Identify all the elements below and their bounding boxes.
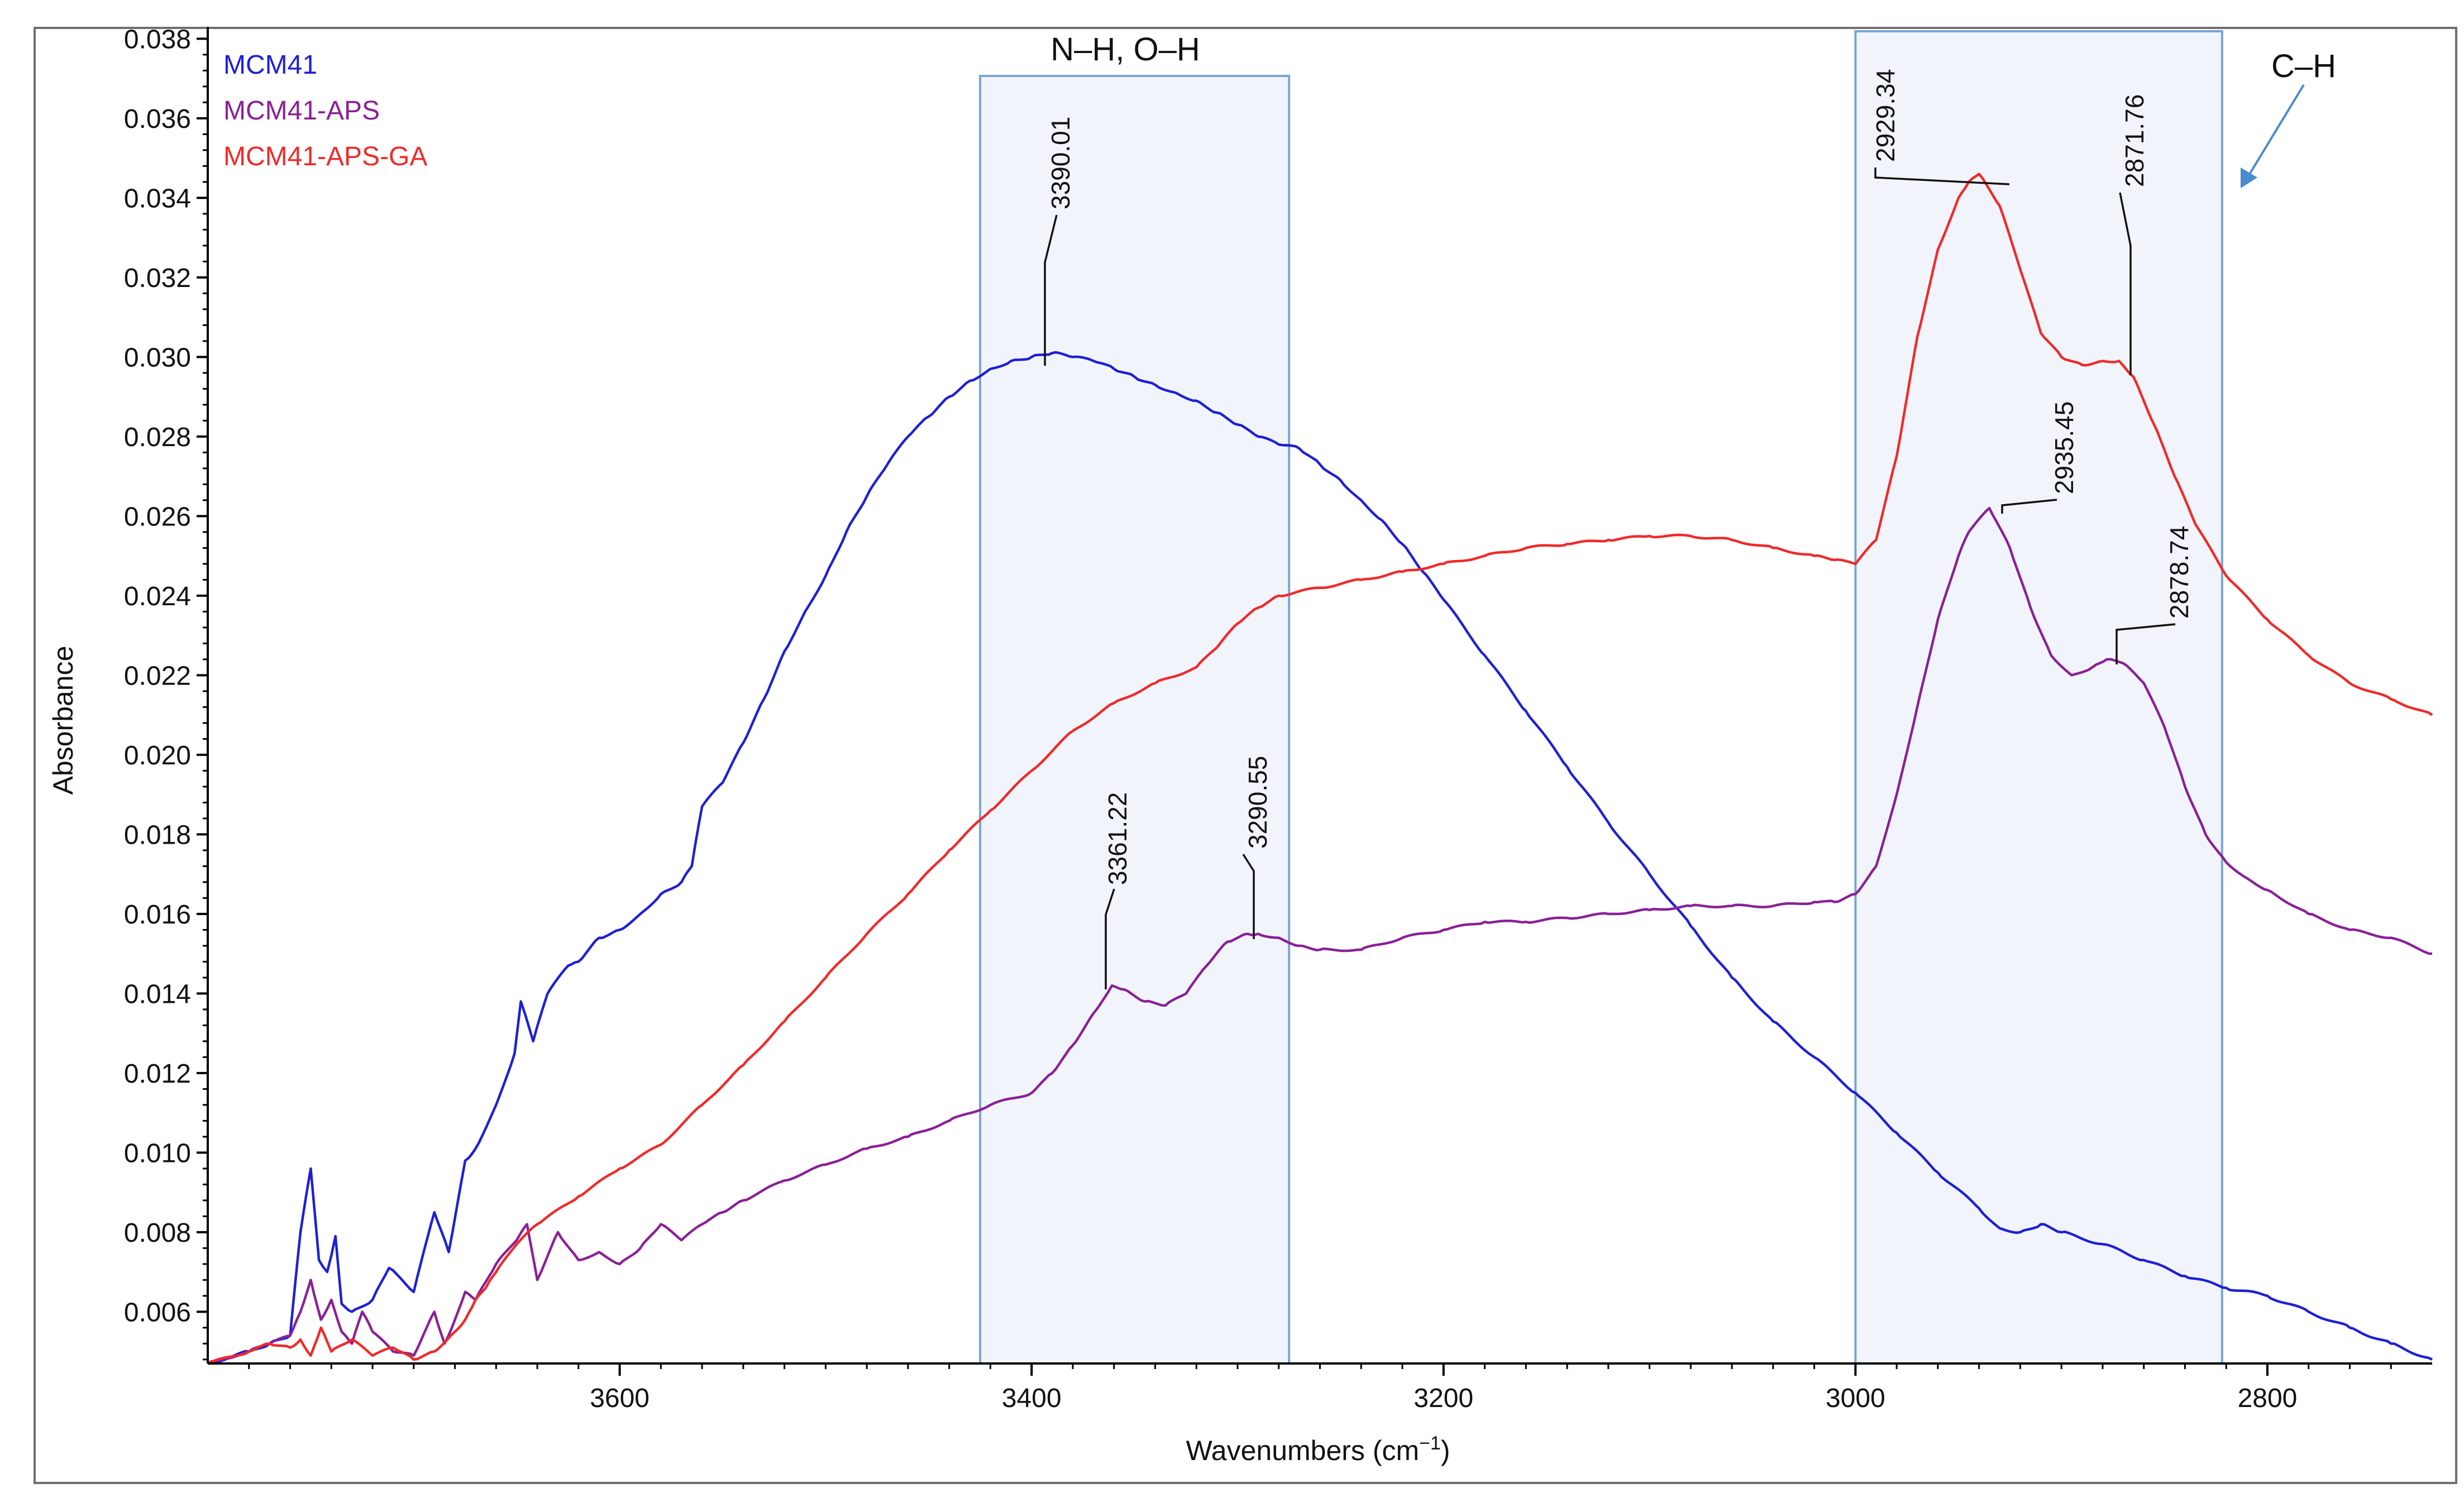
y-tick-label: 0.006 (124, 1298, 191, 1327)
x-tick-label: 3400 (1002, 1384, 1062, 1413)
peak-leader-line (1044, 214, 1058, 366)
x-axis-title-main: Wavenumbers (cm (1186, 1435, 1419, 1466)
y-tick-label: 0.028 (124, 423, 191, 452)
peak-label: 2871.76 (2120, 94, 2149, 187)
x-tick-label: 3200 (1414, 1384, 1473, 1413)
series-line-mcm41-aps (207, 506, 2433, 1365)
ch-arrow-line (2244, 84, 2305, 183)
peak-label: 3390.01 (1046, 117, 1075, 209)
y-tick-label: 0.030 (124, 343, 191, 372)
y-tick-label: 0.014 (124, 979, 191, 1009)
x-axis-title: Wavenumbers (cm−1) (1186, 1433, 1450, 1466)
peak-label: 2935.45 (2050, 401, 2079, 494)
y-tick-label: 0.016 (124, 900, 191, 930)
y-tick-label: 0.034 (124, 184, 191, 213)
y-tick-label: 0.032 (124, 264, 191, 293)
x-tick-label: 3000 (1826, 1384, 1885, 1413)
y-axis-title: Absorbance (47, 646, 79, 795)
region-box-0 (978, 75, 1291, 1365)
peak-label: 2929.34 (1871, 69, 1900, 162)
y-tick-label: 0.018 (124, 820, 191, 850)
series-line-mcm41 (207, 351, 2433, 1365)
legend-item-mcm41: MCM41 (223, 50, 317, 80)
x-tick-label: 2800 (2238, 1384, 2298, 1413)
series-lines (207, 173, 2433, 1365)
y-tick-label: 0.020 (124, 741, 191, 771)
legend: MCM41 MCM41-APS MCM41-APS-GA (223, 50, 427, 171)
y-tick-label: 0.024 (124, 582, 191, 611)
y-tick-label: 0.012 (124, 1059, 191, 1089)
x-tick-label: 3600 (590, 1384, 650, 1413)
region-label-ch: C–H (2271, 48, 2336, 84)
y-tick-label: 0.036 (124, 104, 191, 134)
x-axis-title-sup: −1 (1419, 1433, 1441, 1454)
x-axis-title-close: ) (1441, 1435, 1450, 1466)
peak-leader-line (2119, 192, 2132, 375)
y-tick-label: 0.026 (124, 502, 191, 532)
region-label-nh-oh: N–H, O–H (1050, 31, 1200, 68)
region-box-1 (1854, 30, 2223, 1365)
peak-leader-line (1105, 888, 1115, 989)
highlight-regions (978, 30, 2223, 1365)
peak-leader-line (1874, 168, 2010, 185)
legend-item-mcm41-aps-ga: MCM41-APS-GA (223, 142, 427, 171)
peak-label: 3361.22 (1103, 792, 1132, 885)
y-tick-label: 0.038 (124, 25, 191, 54)
ch-arrow-head (2241, 168, 2257, 188)
peak-annotations: 3390.01 3361.22 3290.55 2929.34 2871.76 2935.… (1044, 69, 2305, 989)
peak-label: 3290.55 (1243, 756, 1272, 849)
legend-item-mcm41-aps: MCM41-APS (223, 96, 380, 126)
peak-leader-line (2116, 623, 2176, 664)
peak-label: 2878.74 (2165, 526, 2194, 619)
series-line-mcm41-aps-ga (207, 173, 2433, 1365)
y-tick-label: 0.010 (124, 1138, 191, 1168)
peak-leader-line (2001, 499, 2057, 514)
peak-leader-line (1242, 854, 1255, 939)
y-tick-label: 0.008 (124, 1218, 191, 1248)
y-tick-label: 0.022 (124, 661, 191, 691)
axes: 0.006 0.008 0.010 0.012 0.014 0.016 0.018 0.020… (124, 25, 2432, 1413)
